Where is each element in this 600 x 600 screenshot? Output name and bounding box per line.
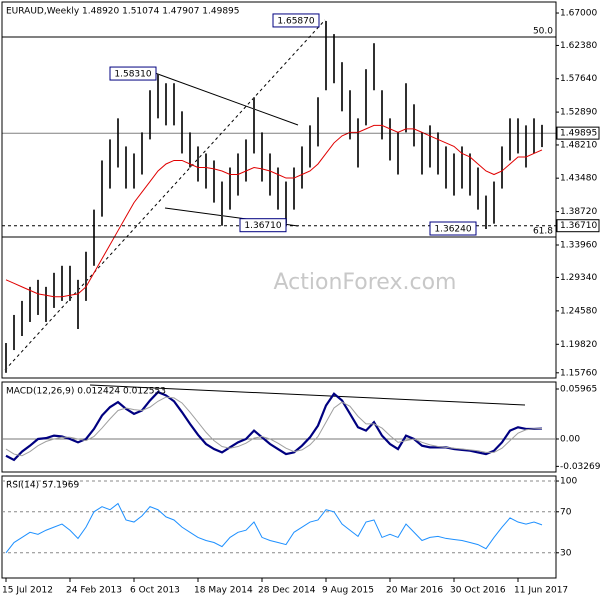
y-tick-label: 1.33960 (560, 241, 597, 251)
panel (1, 475, 557, 579)
callout-label: 1.65870 (277, 16, 314, 26)
panel-title: MACD(12,26,9) 0.012424 0.012553 (6, 387, 166, 397)
y-tick-label: 1.57640 (560, 74, 597, 84)
x-tick-label: 6 Oct 2013 (130, 586, 180, 596)
x-tick-label: 11 Jun 2017 (514, 586, 568, 596)
y-tick-label: 100 (560, 477, 577, 487)
panel (1, 381, 557, 473)
last-price-label: 1.49895 (560, 129, 597, 139)
callout-label: 1.36240 (434, 225, 471, 235)
callout-box (239, 218, 287, 233)
x-tick-label: 28 Dec 2014 (258, 586, 316, 596)
fib-label: 50.0 (533, 27, 553, 37)
y-tick-label: 1.29340 (560, 273, 597, 283)
y-tick-label: 1.43480 (560, 174, 597, 184)
indicator-line (5, 390, 543, 462)
x-tick-label: 9 Aug 2015 (322, 586, 374, 596)
y-tick-label: 1.19820 (560, 340, 597, 350)
y-tick-label: 1.15760 (560, 368, 597, 378)
x-tick-label: 15 Jul 2012 (2, 586, 53, 596)
trend-line (4, 19, 326, 371)
y-tick-label: -0.03269 (560, 462, 600, 472)
y-tick-label: 1.62380 (560, 41, 597, 51)
axis-label-box (556, 219, 600, 233)
x-tick-label: 18 May 2014 (194, 586, 253, 596)
fib-label: 61.8 (533, 227, 553, 237)
panel-title: RSI(14) 57.1969 (6, 481, 79, 491)
y-tick-label: 1.48210 (560, 140, 597, 150)
y-tick-label: 1.67000 (560, 9, 597, 19)
y-tick-label: 1.52890 (560, 108, 597, 118)
callout-label: 1.36710 (244, 221, 281, 231)
x-tick-label: 30 Oct 2016 (450, 586, 506, 596)
moving-average (5, 124, 543, 298)
callout-box (109, 66, 157, 81)
y-tick-label: 30 (560, 548, 572, 558)
trend-line (89, 384, 526, 406)
callout-box (429, 221, 477, 236)
y-tick-label: 70 (560, 507, 572, 517)
axis-label-box (556, 126, 600, 140)
y-tick-label: 1.38720 (560, 207, 597, 217)
x-tick-label: 24 Feb 2013 (66, 586, 122, 596)
y-tick-label: 0.05965 (560, 384, 597, 394)
callout-label: 1.58310 (114, 70, 151, 80)
panel-title: EURAUD,Weekly 1.48920 1.51074 1.47907 1.… (6, 7, 240, 17)
indicator-line (5, 502, 543, 554)
x-tick-label: 20 Mar 2016 (386, 586, 443, 596)
y-tick-label: 1.24580 (560, 306, 597, 316)
trend-line (154, 72, 299, 126)
support-label: 1.36710 (560, 221, 597, 231)
y-tick-label: 0.00 (560, 434, 580, 444)
indicator-line (5, 396, 543, 457)
callout-box (272, 13, 320, 28)
panel (1, 1, 557, 379)
watermark: ActionForex.com (274, 270, 457, 295)
